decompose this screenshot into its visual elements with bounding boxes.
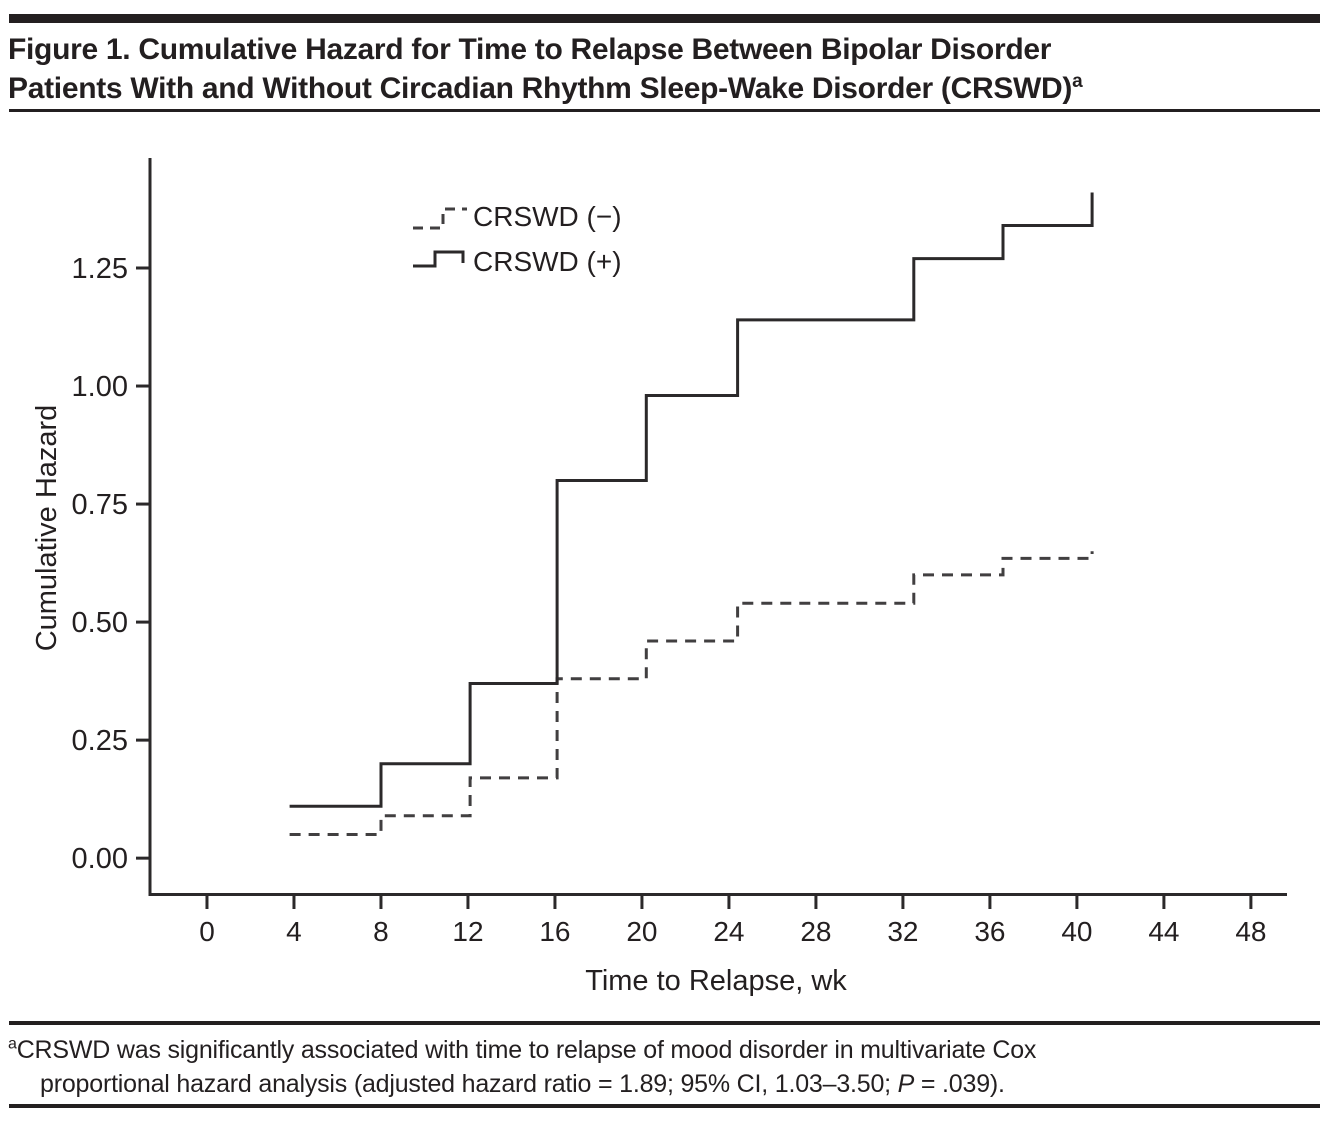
x-tick-label: 24 xyxy=(713,916,744,947)
y-axis-title: Cumulative Hazard xyxy=(31,405,63,652)
series-crswd-positive xyxy=(289,192,1094,808)
x-tick-label: 44 xyxy=(1148,916,1179,947)
legend-symbol-dashed xyxy=(413,207,467,230)
figure-footnote: aCRSWD was significantly associated with… xyxy=(8,1033,1323,1101)
footnote-marker: a xyxy=(8,1035,17,1053)
figure-title-line2: Patients With and Without Circadian Rhyt… xyxy=(8,69,1323,108)
series-crswd-negative xyxy=(289,551,1094,836)
footnote-line2-text: proportional hazard analysis (adjusted h… xyxy=(40,1070,898,1098)
x-tick-label: 0 xyxy=(199,916,215,947)
x-tick-label: 48 xyxy=(1235,916,1266,947)
x-tick-label: 12 xyxy=(452,916,483,947)
x-tick-label: 20 xyxy=(626,916,657,947)
figure-title-line1: Figure 1. Cumulative Hazard for Time to … xyxy=(8,33,1052,66)
y-tick-label: 0.50 xyxy=(72,607,128,639)
footnote-line1-text: CRSWD was significantly associated with … xyxy=(16,1036,1037,1064)
y-tick-label: 0.75 xyxy=(72,489,128,521)
x-tick-label: 40 xyxy=(1061,916,1092,947)
x-tick-label: 36 xyxy=(974,916,1005,947)
x-tick-label: 32 xyxy=(887,916,918,947)
x-tick-label: 8 xyxy=(373,916,389,947)
figure-title: Figure 1. Cumulative Hazard for Time to … xyxy=(8,30,1323,108)
y-tick-label: 1.25 xyxy=(72,253,128,285)
title-footnote-marker: a xyxy=(1072,71,1083,92)
figure-title-line2-text: Patients With and Without Circadian Rhyt… xyxy=(8,72,1073,105)
x-axis-title: Time to Relapse, wk xyxy=(585,965,847,997)
footnote-rule-bottom xyxy=(9,1104,1320,1108)
top-rule-thick xyxy=(9,14,1320,23)
footnote-p-italic: P xyxy=(897,1070,915,1098)
legend-symbol-solid xyxy=(413,250,465,268)
title-rule xyxy=(9,109,1320,112)
y-tick-label: 0.00 xyxy=(72,843,128,875)
x-tick-label: 4 xyxy=(286,916,302,947)
x-tick-label: 16 xyxy=(539,916,570,947)
footnote-line1: aCRSWD was significantly associated with… xyxy=(8,1033,1323,1067)
y-tick-label: 0.25 xyxy=(72,725,128,757)
y-tick-label: 1.00 xyxy=(72,371,128,403)
legend-label: CRSWD (+) xyxy=(473,246,622,277)
footnote-line2: proportional hazard analysis (adjusted h… xyxy=(8,1067,1323,1101)
legend-label: CRSWD (−) xyxy=(473,201,622,232)
x-tick-label: 28 xyxy=(800,916,831,947)
footnote-line2-end: = .039). xyxy=(914,1070,1005,1098)
footnote-rule-top xyxy=(9,1021,1320,1025)
